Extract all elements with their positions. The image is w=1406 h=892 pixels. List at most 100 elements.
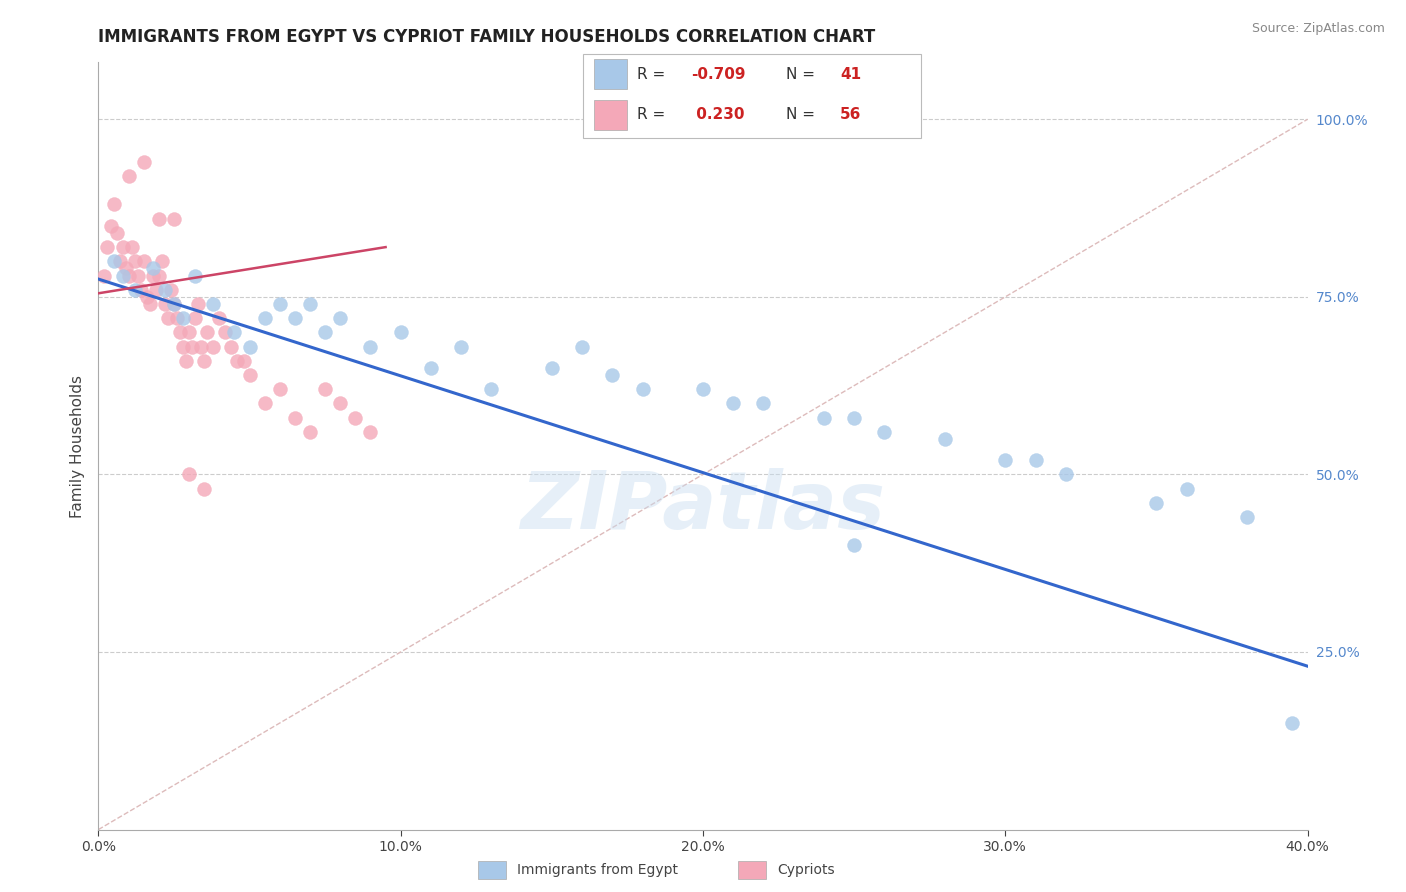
Point (389, 326, 412, 340)
Point (571, 340, 593, 354)
Text: R =: R = (637, 107, 671, 122)
Point (160, 283, 183, 297)
Text: Cypriots: Cypriots (778, 863, 834, 877)
Point (1175, 482, 1198, 496)
Point (344, 410, 367, 425)
Point (100, 219, 122, 233)
Point (284, 311, 307, 326)
Point (232, 353, 254, 368)
FancyBboxPatch shape (583, 54, 921, 138)
Point (540, 360, 562, 375)
Point (105, 226, 128, 240)
Point (118, 169, 141, 183)
Point (181, 340, 204, 354)
Point (145, 283, 167, 297)
Text: ZIPatlas: ZIPatlas (520, 468, 886, 547)
Text: IMMIGRANTS FROM EGYPT VS CYPRIOT FAMILY HOUSEHOLDS CORRELATION CHART: IMMIGRANTS FROM EGYPT VS CYPRIOT FAMILY … (98, 28, 876, 45)
Point (420, 360, 443, 375)
Point (156, 311, 179, 326)
Point (1281, 716, 1303, 731)
Point (299, 297, 322, 311)
Point (1024, 453, 1046, 467)
Point (253, 396, 276, 410)
Y-axis label: Family Households: Family Households (69, 375, 84, 517)
Text: -0.709: -0.709 (692, 67, 747, 82)
Bar (593, 60, 627, 89)
Point (179, 467, 201, 482)
Point (174, 353, 197, 368)
Point (184, 268, 207, 283)
Point (214, 326, 236, 340)
Point (142, 261, 165, 276)
Point (224, 326, 246, 340)
Point (93, 268, 115, 283)
Point (752, 396, 775, 410)
Point (202, 340, 225, 354)
Point (994, 453, 1017, 467)
Text: 41: 41 (839, 67, 860, 82)
Point (166, 311, 188, 326)
Point (226, 353, 249, 368)
Point (163, 211, 186, 226)
Point (239, 368, 262, 382)
Text: Immigrants from Egypt: Immigrants from Egypt (517, 863, 678, 877)
Point (221, 340, 243, 354)
Point (934, 432, 956, 446)
Point (481, 382, 503, 396)
Point (329, 311, 352, 326)
Text: N =: N = (786, 107, 820, 122)
Point (299, 425, 322, 439)
Point (284, 410, 307, 425)
Point (195, 326, 218, 340)
Point (202, 297, 225, 311)
Point (1144, 496, 1167, 510)
Point (163, 297, 186, 311)
Point (723, 396, 745, 410)
Point (135, 290, 157, 304)
Point (103, 254, 125, 268)
Point (813, 410, 835, 425)
Point (873, 425, 896, 439)
Point (179, 326, 201, 340)
Point (169, 326, 191, 340)
Point (360, 425, 382, 439)
Point (184, 311, 207, 326)
Point (118, 268, 141, 283)
Point (111, 268, 134, 283)
Point (132, 154, 155, 169)
Point (150, 254, 173, 268)
Point (208, 311, 231, 326)
Point (148, 268, 170, 283)
Point (193, 482, 215, 496)
Point (193, 353, 215, 368)
Point (124, 283, 146, 297)
Point (844, 538, 866, 552)
Point (132, 254, 155, 268)
Point (127, 268, 149, 283)
Point (269, 297, 291, 311)
Point (844, 410, 866, 425)
Text: 0.230: 0.230 (692, 107, 745, 122)
Point (153, 297, 176, 311)
Point (139, 297, 162, 311)
Point (124, 254, 146, 268)
Point (1236, 510, 1258, 524)
Point (103, 197, 125, 211)
Point (692, 382, 714, 396)
Point (314, 382, 336, 396)
Point (108, 254, 131, 268)
Point (253, 311, 276, 326)
Point (239, 340, 262, 354)
Point (269, 382, 291, 396)
Text: 56: 56 (839, 107, 862, 122)
Point (1054, 467, 1077, 482)
Point (153, 283, 176, 297)
Text: Source: ZipAtlas.com: Source: ZipAtlas.com (1251, 22, 1385, 36)
Point (172, 340, 194, 354)
Point (163, 297, 186, 311)
Point (172, 311, 194, 326)
Point (329, 396, 352, 410)
Point (314, 326, 336, 340)
Point (360, 340, 382, 354)
Point (111, 240, 134, 254)
